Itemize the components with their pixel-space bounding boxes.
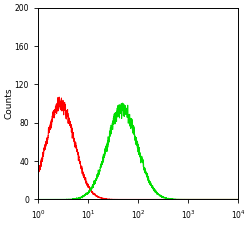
Y-axis label: Counts: Counts	[4, 88, 13, 119]
